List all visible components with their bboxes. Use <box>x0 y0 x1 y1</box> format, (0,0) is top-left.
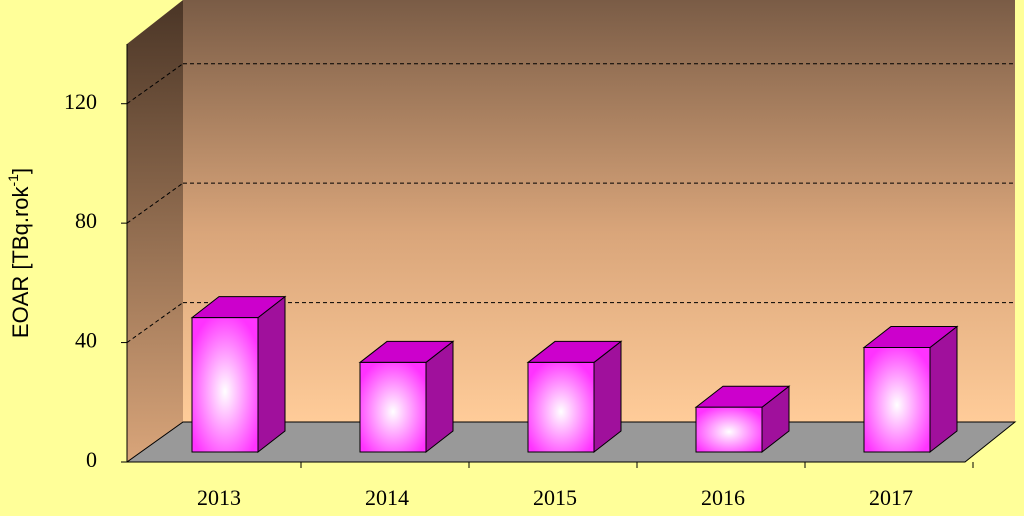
back-wall <box>183 0 1015 422</box>
grid-line <box>126 182 184 224</box>
side-wall <box>127 0 183 462</box>
y-label-end: ] <box>8 168 33 174</box>
bar <box>695 406 763 453</box>
x-tick-label: 2013 <box>197 485 241 510</box>
x-tick-label: 2016 <box>701 485 745 510</box>
x-tick-label: 2015 <box>533 485 577 510</box>
y-tick-label: 120 <box>64 89 97 114</box>
bar-side <box>257 295 286 454</box>
x-tick-label: 2014 <box>365 485 409 510</box>
y-tick-label: 40 <box>75 328 97 353</box>
bar-side <box>929 325 958 454</box>
y-tick-label: 0 <box>86 447 97 472</box>
y-label-text: EOAR [TBq.rok <box>8 185 33 338</box>
bar <box>863 347 931 453</box>
bar <box>527 361 595 453</box>
grid-line <box>126 63 184 105</box>
bar <box>359 361 427 453</box>
bar <box>191 317 259 453</box>
y-label-sup: -1 <box>5 174 21 187</box>
y-axis-label: EOAR [TBq.rok-1] <box>5 168 33 338</box>
y-tick-label: 80 <box>75 208 97 233</box>
x-tick-label: 2017 <box>869 485 913 510</box>
grid-line <box>126 302 184 343</box>
